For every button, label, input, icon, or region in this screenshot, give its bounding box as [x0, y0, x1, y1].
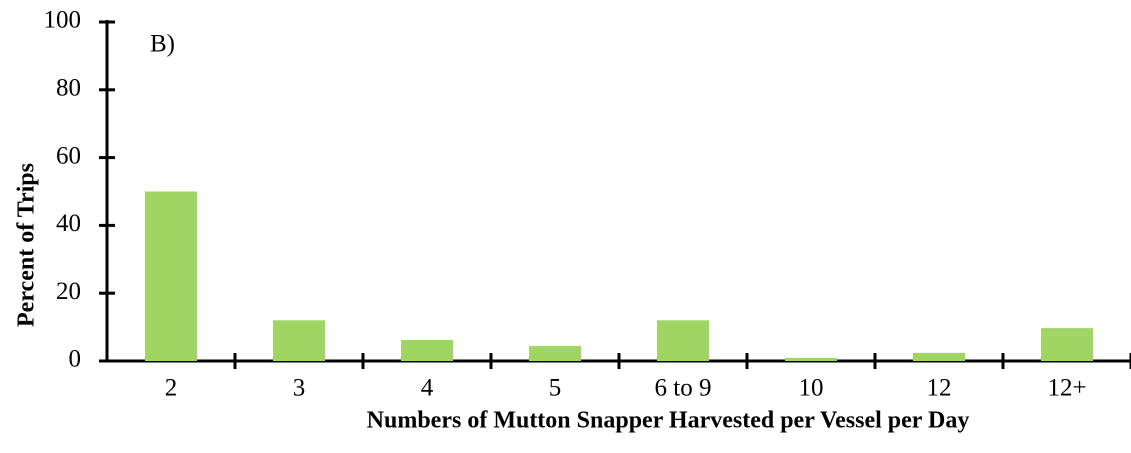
- x-tick-label: 3: [293, 375, 306, 402]
- y-tick-label: 80: [56, 75, 81, 102]
- bar: [657, 320, 709, 361]
- x-tick-label: 12+: [1047, 375, 1086, 402]
- y-axis-label: Percent of Trips: [14, 163, 40, 327]
- y-tick-label: 60: [56, 142, 81, 169]
- bar: [273, 320, 325, 361]
- x-tick-label: 6 to 9: [655, 375, 712, 402]
- bar: [145, 191, 197, 361]
- bar: [529, 346, 581, 361]
- x-axis-label: Numbers of Mutton Snapper Harvested per …: [367, 408, 970, 434]
- bar: [913, 352, 965, 361]
- x-tick-label: 4: [421, 375, 434, 402]
- y-tick-label: 100: [44, 7, 82, 34]
- x-tick-label: 10: [799, 375, 824, 402]
- bar: [785, 357, 837, 361]
- x-tick-label: 2: [165, 375, 178, 402]
- bar: [401, 339, 453, 361]
- y-tick-label: 20: [56, 278, 81, 305]
- y-tick-label: 40: [56, 210, 81, 237]
- annotation: B): [150, 31, 175, 58]
- x-tick-label: 12: [927, 375, 952, 402]
- y-tick-label: 0: [69, 346, 82, 373]
- x-tick-label: 5: [549, 375, 562, 402]
- bar: [1041, 328, 1093, 361]
